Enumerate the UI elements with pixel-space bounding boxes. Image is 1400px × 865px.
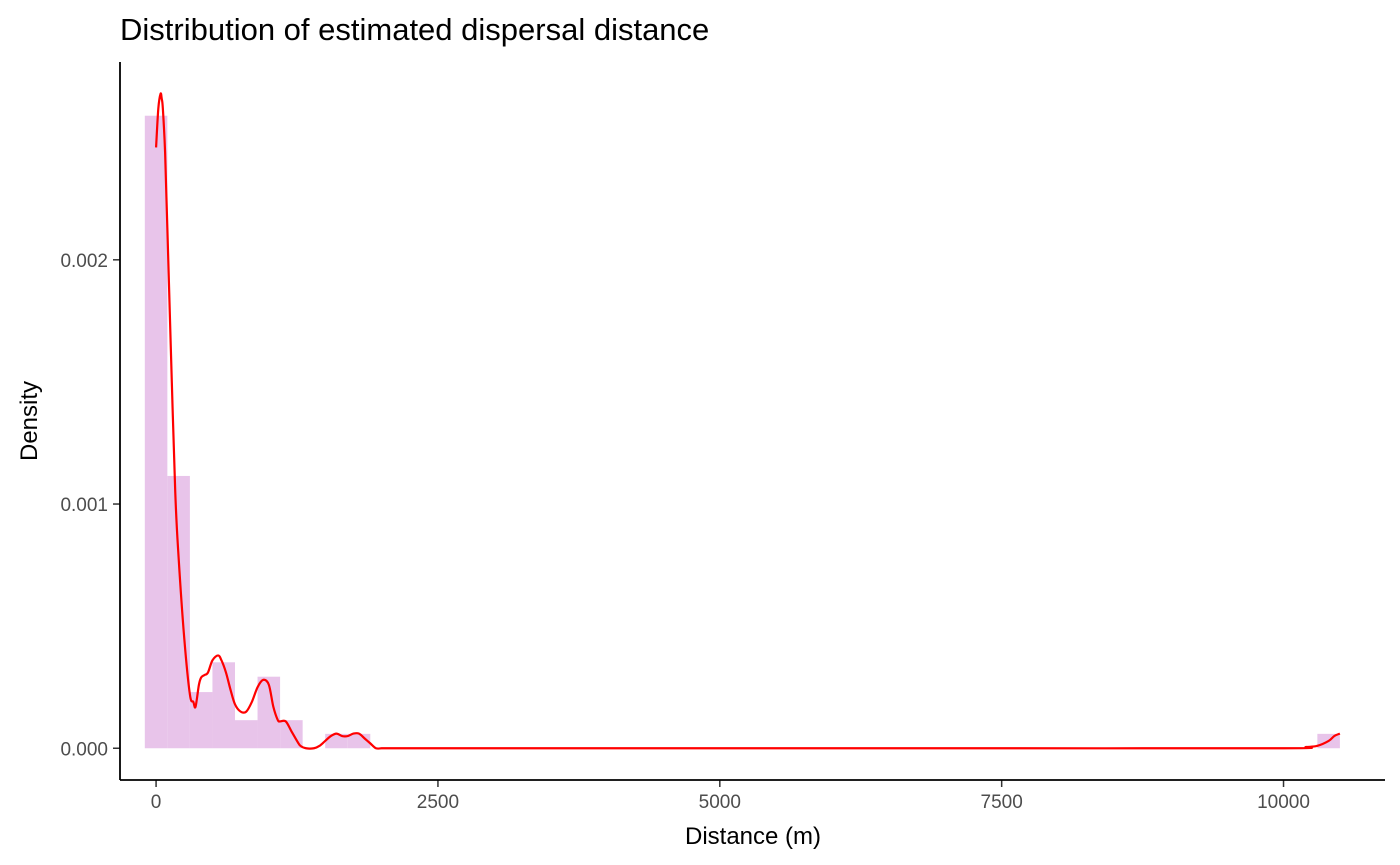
histogram-bar <box>235 720 258 749</box>
chart-title: Distribution of estimated dispersal dist… <box>120 12 709 47</box>
y-axis-ticks: 0.000 0.001 0.002 <box>60 251 120 760</box>
histogram-bar <box>257 676 281 749</box>
y-tick-label: 0.000 <box>60 739 108 760</box>
x-tick-label: 7500 <box>981 792 1023 813</box>
x-axis-ticks: 0 2500 5000 7500 10000 <box>151 780 1310 813</box>
histogram-bar <box>144 115 168 749</box>
y-tick-label: 0.001 <box>60 495 108 516</box>
histogram-bar <box>167 475 190 749</box>
x-tick-label: 5000 <box>699 792 741 813</box>
x-tick-label: 10000 <box>1257 792 1310 813</box>
histogram-bar <box>325 733 348 749</box>
x-tick-label: 0 <box>151 792 162 813</box>
histogram-bars <box>144 115 1340 749</box>
density-curve-layer <box>154 92 1341 750</box>
y-axis-label: Density <box>16 381 43 461</box>
histogram-bar <box>212 662 235 749</box>
x-tick-label: 2500 <box>417 792 459 813</box>
density-curve <box>154 92 1341 750</box>
x-axis-label: Distance (m) <box>685 823 821 850</box>
y-tick-label: 0.002 <box>60 251 108 272</box>
